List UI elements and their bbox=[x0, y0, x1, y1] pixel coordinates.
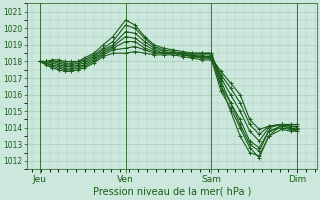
X-axis label: Pression niveau de la mer( hPa ): Pression niveau de la mer( hPa ) bbox=[92, 187, 251, 197]
